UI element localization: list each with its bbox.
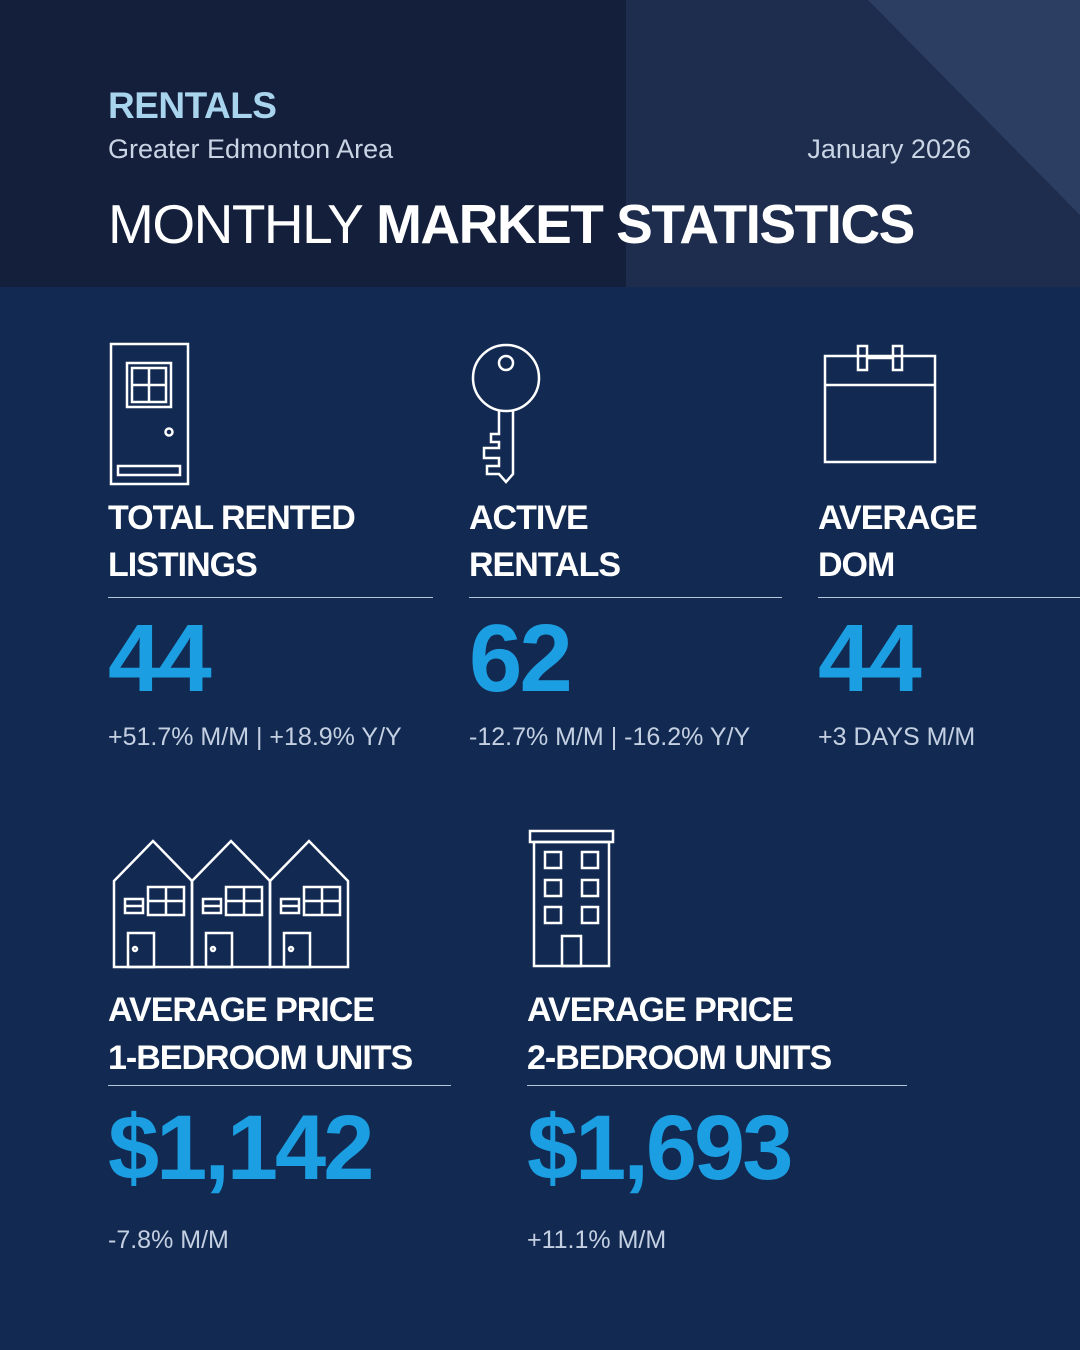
stat-label-line2: RENTALS	[469, 546, 621, 584]
stat-label-line1: TOTAL RENTED	[108, 499, 356, 537]
divider	[469, 597, 782, 598]
divider	[818, 597, 1080, 598]
stat-average-dom: AVERAGE DOM 44 +3 DAYS M/M	[818, 340, 1080, 760]
page-title: MONTHLY MARKET STATISTICS	[108, 193, 915, 255]
stat-label-line1: AVERAGE PRICE	[527, 991, 794, 1029]
door-icon	[109, 342, 190, 486]
header-banner	[0, 0, 1080, 287]
region-label: Greater Edmonton Area	[108, 134, 394, 164]
stat-value: $1,142	[108, 1097, 374, 1199]
stat-value: $1,693	[527, 1097, 793, 1199]
stat-average-price-1-bedroom: AVERAGE PRICE 1-BEDROOM UNITS $1,142 -7.…	[108, 835, 508, 1265]
decorative-triangle	[868, 0, 1080, 215]
title-bold: MARKET STATISTICS	[376, 193, 915, 255]
stat-label-line2: LISTINGS	[108, 546, 258, 584]
stat-value: 44	[108, 605, 212, 712]
divider	[108, 597, 433, 598]
stat-value: 62	[469, 605, 573, 712]
stat-active-rentals: ACTIVE RENTALS 62 -12.7% M/M | -16.2% Y/…	[469, 340, 799, 760]
title-light: MONTHLY	[108, 193, 364, 255]
header-dark-panel	[0, 0, 626, 287]
stat-total-rented-listings: TOTAL RENTED LISTINGS 44 +51.7% M/M | +1…	[108, 340, 438, 760]
stat-change: +11.1% M/M	[527, 1226, 667, 1254]
period-label: January 2026	[807, 134, 971, 164]
stat-label-line1: AVERAGE PRICE	[108, 991, 375, 1029]
stat-change: -12.7% M/M | -16.2% Y/Y	[469, 723, 751, 751]
divider	[108, 1085, 451, 1086]
stat-change: +3 DAYS M/M	[818, 723, 976, 751]
stat-label-line2: DOM	[818, 546, 895, 584]
stat-label-line2: 1-BEDROOM UNITS	[108, 1039, 413, 1077]
apartment-building-icon	[528, 829, 615, 968]
calendar-icon	[823, 344, 937, 464]
divider	[527, 1085, 907, 1086]
stat-average-price-2-bedroom: AVERAGE PRICE 2-BEDROOM UNITS $1,693 +11…	[527, 828, 977, 1268]
stat-label-line2: 2-BEDROOM UNITS	[527, 1039, 832, 1077]
eyebrow-label: RENTALS	[108, 85, 277, 126]
key-icon	[471, 343, 541, 484]
stat-change: +51.7% M/M | +18.9% Y/Y	[108, 723, 402, 751]
stat-label-line1: ACTIVE	[469, 499, 589, 537]
stat-value: 44	[818, 605, 922, 712]
townhouses-icon	[112, 839, 350, 969]
stat-change: -7.8% M/M	[108, 1226, 229, 1254]
stat-label-line1: AVERAGE	[818, 499, 978, 537]
